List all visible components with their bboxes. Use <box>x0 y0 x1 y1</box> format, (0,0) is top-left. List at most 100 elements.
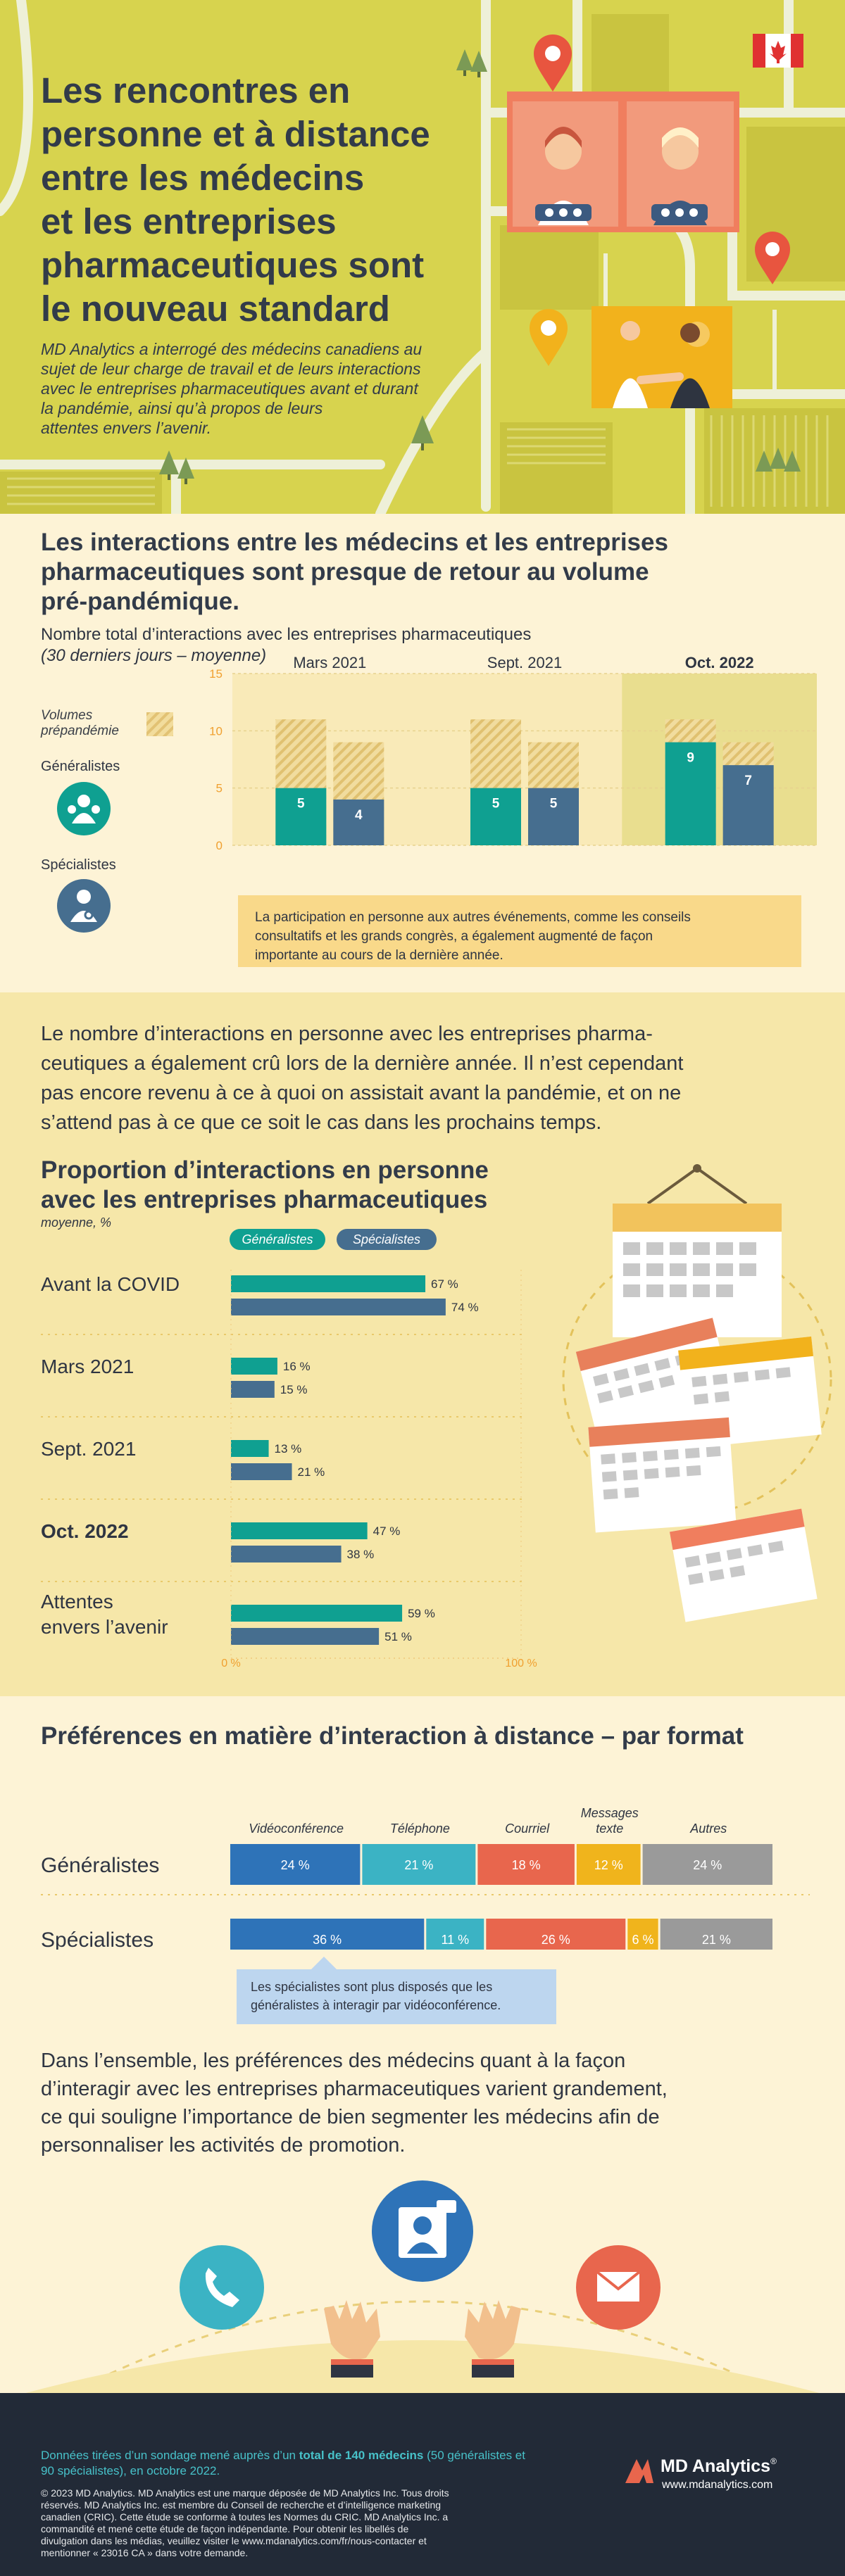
column-label: texte <box>596 1821 623 1836</box>
stacked-segment <box>486 1919 626 1950</box>
bar-value-label: 21 % <box>298 1465 325 1479</box>
bar-value-label: 59 % <box>408 1607 435 1620</box>
source-text: (50 généralistes et <box>423 2449 525 2462</box>
legend-specialist-pill: Spécialistes <box>337 1229 437 1250</box>
website-link[interactable]: www.mdanalytics.com <box>662 2479 773 2491</box>
title-line: personne et à distance <box>41 114 430 154</box>
segment-value-label: 36 % <box>313 1933 342 1947</box>
title-line: pharmaceutiques sont <box>41 245 425 285</box>
in-person-bar-chart: 67 % 74 % 16 % 15 % 13 % 21 % 47 % 38 % 59 % 51 %… <box>41 1270 537 1668</box>
segment-value-label: 26 % <box>542 1933 570 1947</box>
data-bar <box>722 765 774 845</box>
segment-value-label: 21 % <box>702 1933 731 1947</box>
x-category-label: Oct. 2022 <box>685 654 754 671</box>
paragraph-line: s’attend pas à ce que ce soit le cas dan… <box>41 1111 602 1134</box>
bar-value-label: 16 % <box>283 1360 311 1373</box>
paragraph-line: personnaliser les activités de promotion… <box>41 2134 406 2157</box>
video-call-illustration <box>507 91 739 232</box>
legal-line: divulgation dans les médias, veuillez vi… <box>41 2535 427 2546</box>
legal-line: canadien (CRIC). Cette étude se conforme… <box>41 2511 449 2523</box>
data-bar <box>665 742 716 845</box>
calendar-pages-icon <box>562 1164 832 1622</box>
bar-value-label: 9 <box>687 751 694 766</box>
row-label-pre-covid: Avant la COVID <box>41 1273 180 1296</box>
map-pin-icon <box>530 309 568 366</box>
brand-mark: ® <box>770 2456 777 2466</box>
data-bar <box>231 1440 269 1457</box>
hero-banner: Les rencontres en personne et à distance… <box>0 0 845 514</box>
heading-line: pré-pandémique. <box>41 588 239 615</box>
source-note: Données tirées d’un sondage mené auprès … <box>41 2448 604 2479</box>
stacked-segment <box>660 1919 772 1950</box>
bar-value-label: 15 % <box>280 1383 308 1396</box>
segment-value-label: 11 % <box>441 1933 469 1947</box>
data-bar <box>231 1358 277 1375</box>
title-line: entre les médecins <box>41 158 365 198</box>
row-label-line: Oct. 2022 <box>41 1520 129 1542</box>
communication-illustration <box>0 2180 845 2400</box>
segment-value-label: 24 % <box>281 1858 310 1872</box>
bar-value-label: 13 % <box>275 1442 302 1456</box>
legend-prepandemic-swatch <box>146 712 173 736</box>
remote-preferences-section: Préférences en matière d’interaction à d… <box>0 1696 845 2400</box>
data-bar <box>231 1381 275 1398</box>
bar-value-label: 4 <box>355 808 363 823</box>
legal-line: mentionner « 23016 CA » dans votre deman… <box>41 2547 249 2558</box>
data-bar <box>231 1546 342 1562</box>
subtitle-line: sujet de leur charge de travail et de le… <box>41 360 421 378</box>
brand-name: MD Analytics® <box>661 2456 777 2477</box>
remote-format-stacked-chart: Vidéoconférence Téléphone Courriel Messages… <box>41 1806 810 1950</box>
bar-value-label: 38 % <box>347 1548 375 1561</box>
highlight-column <box>622 674 817 845</box>
row-label-line: Mars 2021 <box>41 1356 134 1377</box>
interactions-bar-chart: 0 5 10 15 Mars 2021 5 4 Sept. 2021 5 5 Oct. 2022 9 7 <box>209 654 817 852</box>
data-bar <box>231 1522 368 1539</box>
bar-value-label: 47 % <box>373 1524 401 1538</box>
stacked-segment <box>477 1844 575 1885</box>
bar-value-label: 5 <box>492 797 500 812</box>
legend-gp-label: Généralistes <box>41 759 120 774</box>
paragraph-line: ce qui souligne l’importance de bien seg… <box>41 2106 660 2128</box>
note-line: La participation en personne aux autres … <box>255 910 691 925</box>
note-line: importante au cours de la dernière année… <box>255 948 503 963</box>
row-label: Spécialistes <box>41 1928 154 1950</box>
interactions-section: Les interactions entre les médecins et l… <box>0 514 845 992</box>
row-label-line: Avant la COVID <box>41 1273 180 1295</box>
legal-text: © 2023 MD Analytics. MD Analytics est un… <box>41 2487 618 2559</box>
legend-specialist-label: Spécialistes <box>41 857 116 873</box>
paragraph-line: ceutiques a également crû lors de la der… <box>41 1052 684 1075</box>
legal-line: commandité et mené cette étude de façon … <box>41 2523 409 2534</box>
stacked-segment <box>627 1919 658 1950</box>
data-bar <box>231 1605 403 1622</box>
segment-value-label: 24 % <box>693 1858 722 1872</box>
hands-icon <box>324 2300 521 2378</box>
segment-value-label: 18 % <box>512 1858 541 1872</box>
row-label-line: envers l’avenir <box>41 1616 168 1638</box>
map-pin-icon <box>755 232 790 284</box>
data-bar <box>528 788 579 845</box>
section-heading: Proportion d’interactions en personne av… <box>41 1156 576 1215</box>
conclusion-paragraph: Dans l’ensemble, les préférences des méd… <box>41 2047 815 2159</box>
y-tick-label: 15 <box>209 667 223 681</box>
x-axis-min-label: 0 % <box>221 1658 241 1668</box>
legend-line: Volumes <box>41 708 93 723</box>
legal-line: réservés. MD Analytics Inc. est membre d… <box>41 2499 442 2511</box>
stacked-segment <box>576 1844 641 1885</box>
y-tick-label: 0 <box>216 839 223 852</box>
bar-value-label: 67 % <box>431 1277 458 1291</box>
subtitle-line: MD Analytics a interrogé des médecins ca… <box>41 340 423 358</box>
legend-line: prépandémie <box>41 724 119 738</box>
paragraph-line: Dans l’ensemble, les préférences des méd… <box>41 2050 626 2072</box>
chart-subtitle: (30 derniers jours – moyenne) <box>41 646 267 665</box>
chart-note: La participation en personne aux autres … <box>238 895 801 967</box>
page-title: Les rencontres en personne et à distance… <box>41 69 492 331</box>
column-label: Téléphone <box>390 1821 450 1836</box>
row-label-oct-2022: Oct. 2022 <box>41 1520 129 1543</box>
handshake-illustration <box>592 306 732 408</box>
in-person-section: Le nombre d’interactions en personne ave… <box>0 992 845 1696</box>
footer: Données tirées d’un sondage mené auprès … <box>0 2393 845 2576</box>
intro-paragraph: Le nombre d’interactions en personne ave… <box>41 1019 815 1137</box>
segment-value-label: 21 % <box>404 1858 433 1872</box>
legend-gp-pill: Généralistes <box>230 1229 325 1250</box>
map-pin-icon <box>534 34 572 91</box>
